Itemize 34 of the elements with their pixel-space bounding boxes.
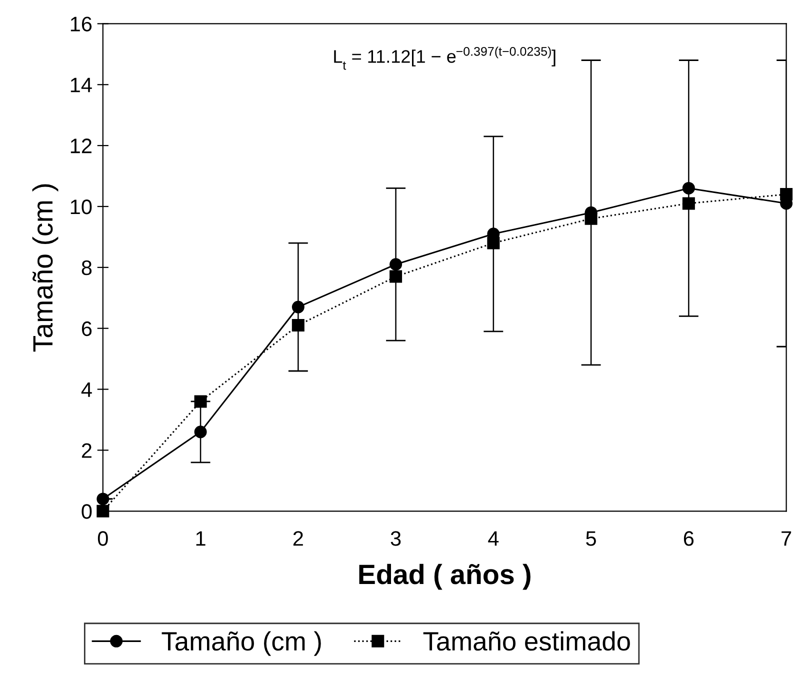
point — [292, 319, 304, 332]
y-tick-label: 16 — [70, 16, 92, 32]
point — [780, 188, 793, 201]
y-tick-label: 2 — [82, 443, 92, 458]
point — [96, 504, 110, 518]
y-tick-label: 8 — [82, 260, 92, 276]
y-tick-label: 6 — [82, 321, 92, 336]
point — [96, 492, 110, 506]
x-tick-label: 4 — [488, 531, 499, 546]
point — [390, 258, 402, 271]
x-tick-label: 1 — [196, 531, 206, 546]
legend-label: Tamaño (cm ) — [162, 631, 321, 656]
y-axis-title: Tamaño (cm ) — [32, 184, 58, 352]
point — [682, 197, 695, 210]
x-tick-label: 7 — [782, 531, 792, 546]
point — [292, 300, 304, 314]
x-tick-label: 0 — [98, 531, 108, 546]
x-tick-label: 6 — [684, 531, 694, 546]
point — [390, 270, 402, 283]
x-tick-label: 3 — [390, 531, 401, 546]
y-tick-label: 4 — [81, 382, 92, 397]
point — [487, 236, 500, 250]
point — [194, 426, 207, 438]
y-tick-label: 0 — [82, 504, 92, 519]
y-tick-label: 10 — [70, 199, 92, 214]
point — [194, 395, 207, 408]
point — [584, 212, 598, 225]
x-tick-label: 2 — [293, 531, 303, 546]
x-axis-title: Edad ( años ) — [359, 564, 530, 590]
y-tick-label: 14 — [70, 78, 92, 92]
legend-label: Tamaño estimado — [423, 631, 630, 651]
point — [682, 182, 695, 194]
x-tick-label: 5 — [586, 531, 596, 546]
y-tick-label: 12 — [70, 138, 92, 154]
